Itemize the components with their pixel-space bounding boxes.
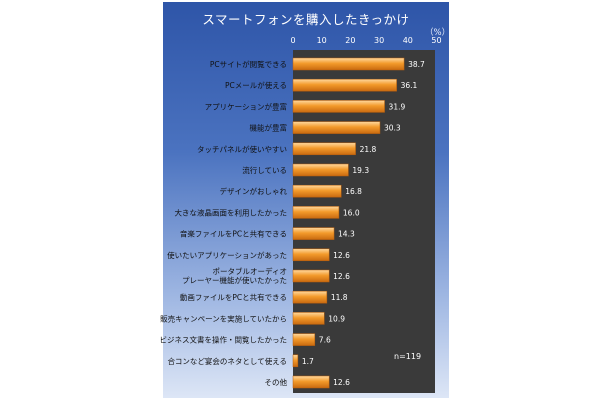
category-label: 音楽ファイルをPCと共有できる xyxy=(180,229,287,239)
chart-title: スマートフォンを購入したきっかけ xyxy=(202,12,410,27)
x-tick-label: 0 xyxy=(290,36,295,45)
bar xyxy=(292,142,356,156)
category-label: 使いたいアプリケーションがあった xyxy=(167,250,287,260)
x-tick-label: 10 xyxy=(317,36,327,45)
x-tick-label: 40 xyxy=(403,36,413,45)
x-tick-label: 30 xyxy=(374,36,384,45)
data-label: 36.1 xyxy=(401,81,418,90)
category-label: PCサイトが閲覧できる xyxy=(210,59,287,69)
bar xyxy=(292,248,330,262)
category-label: 動画ファイルをPCと共有できる xyxy=(180,292,287,302)
bar xyxy=(292,206,340,219)
category-label: ビジネス文書を操作・閲覧したかった xyxy=(160,335,288,345)
category-label: アプリケーションが豊富 xyxy=(205,101,287,111)
bar xyxy=(292,375,330,389)
bar xyxy=(292,354,299,368)
data-label: 30.3 xyxy=(384,124,401,133)
data-label: 1.7 xyxy=(302,357,314,366)
category-label: 販売キャンペーンを実施していたから xyxy=(160,313,287,323)
bar xyxy=(292,163,349,177)
bar xyxy=(292,333,316,346)
data-label: 19.3 xyxy=(352,166,369,175)
data-label: 14.3 xyxy=(338,230,355,239)
data-label: 12.6 xyxy=(333,272,350,281)
bar xyxy=(292,227,335,240)
category-label: 合コンなど宴会のネタとして使える xyxy=(167,356,287,366)
data-label: 11.8 xyxy=(331,293,348,302)
category-label: タッチパネルが使いやすい xyxy=(197,144,287,154)
category-label: 大きな液晶画面を利用したかった xyxy=(175,207,288,217)
category-label: PCメールが使える xyxy=(225,80,287,90)
data-label: 12.6 xyxy=(333,251,350,260)
bar xyxy=(292,290,328,304)
data-label: 16.8 xyxy=(345,187,362,196)
data-label: 12.6 xyxy=(333,378,350,387)
category-label: デザインがおしゃれ xyxy=(220,186,288,196)
bar xyxy=(292,121,381,134)
unit-label: （%） xyxy=(425,28,451,38)
data-label: 7.6 xyxy=(319,336,331,345)
bar xyxy=(292,269,330,283)
x-tick-label: 50 xyxy=(431,36,441,45)
category-label: 流行している xyxy=(242,165,287,175)
category-label: 機能が豊富 xyxy=(250,123,288,133)
category-label: ポータブルオーディオ xyxy=(213,266,287,276)
data-label: 38.7 xyxy=(408,60,425,69)
bar xyxy=(292,100,385,113)
data-label: 10.9 xyxy=(328,314,345,323)
x-tick-label: 20 xyxy=(345,36,355,45)
bar xyxy=(292,78,397,92)
bar xyxy=(292,312,325,325)
data-label: 21.8 xyxy=(360,145,377,154)
data-label: 31.9 xyxy=(389,102,406,111)
bar xyxy=(292,184,342,198)
data-label: 16.0 xyxy=(343,208,360,217)
category-label: プレーヤー機能が使いたかった xyxy=(182,275,287,285)
sample-size-label: n=119 xyxy=(394,352,422,361)
bar xyxy=(292,57,405,71)
category-label: その他 xyxy=(265,377,288,387)
